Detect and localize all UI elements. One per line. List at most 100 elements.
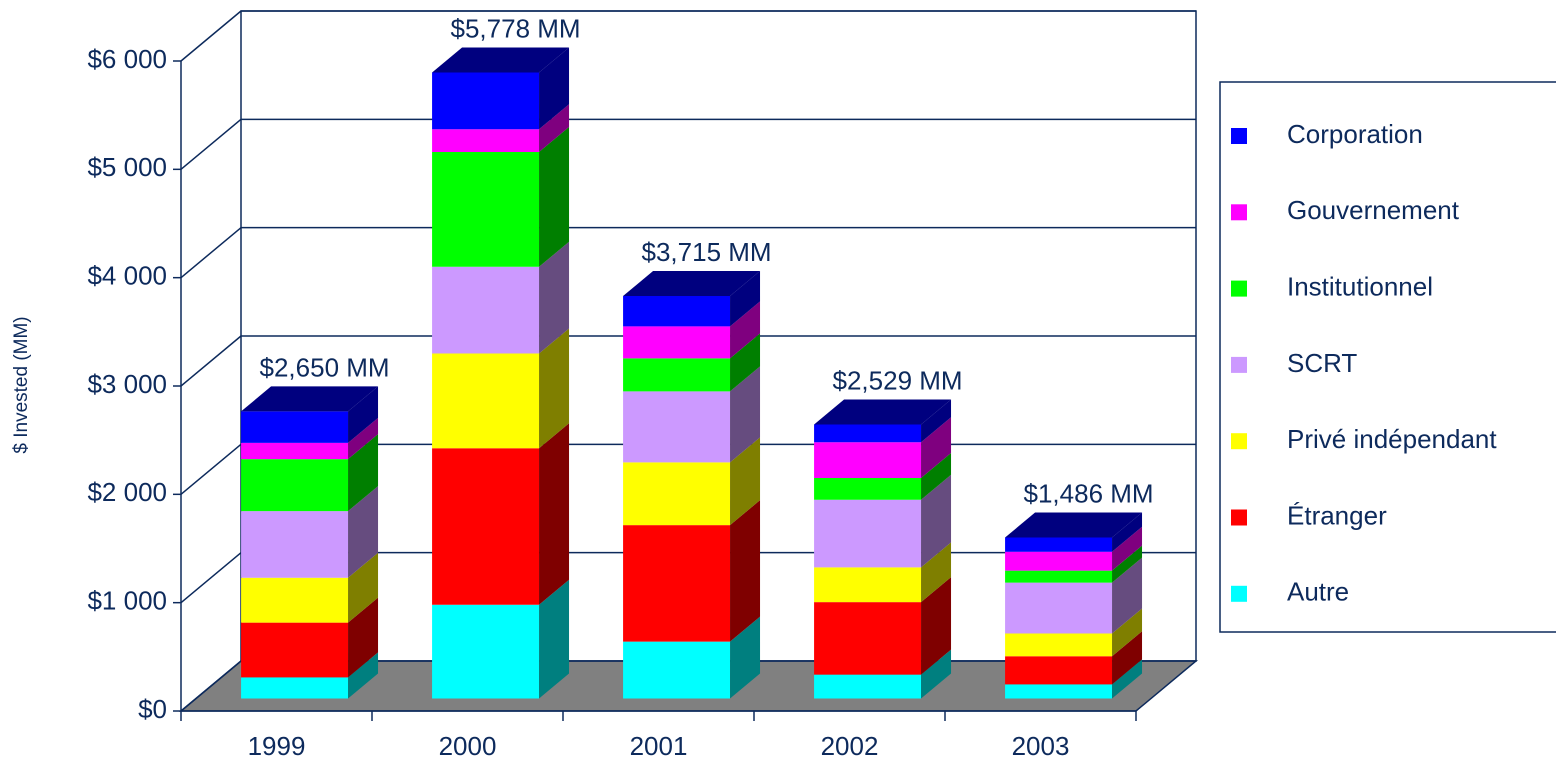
bar-front xyxy=(623,326,731,359)
bar-segment xyxy=(432,47,570,130)
bar-front xyxy=(1005,537,1113,552)
bar-front xyxy=(432,129,540,152)
total-label: $5,778 MM xyxy=(451,13,581,43)
bar-side xyxy=(539,241,570,354)
bar-segment xyxy=(814,577,952,675)
bar-side xyxy=(539,104,570,152)
bar-front xyxy=(623,358,731,392)
bar-side xyxy=(1112,557,1143,634)
total-label: $2,650 MM xyxy=(260,352,390,382)
bar-segment xyxy=(432,104,570,152)
bar-front xyxy=(241,677,349,699)
bar-front xyxy=(432,604,540,699)
bar-front xyxy=(241,411,349,443)
bar-side xyxy=(348,552,379,623)
legend-label: Étranger xyxy=(1287,500,1387,530)
legend-swatch xyxy=(1231,204,1247,221)
bar-side xyxy=(1112,631,1143,685)
bar-front xyxy=(1005,684,1113,699)
bar-front xyxy=(623,296,731,327)
bar-side xyxy=(921,453,952,500)
bar-segment xyxy=(814,453,952,500)
bar-front xyxy=(623,391,731,463)
bar-segment xyxy=(623,333,761,392)
bar-front xyxy=(814,567,922,603)
legend-swatch xyxy=(1231,433,1247,450)
grid-line xyxy=(180,335,242,387)
bar-segment xyxy=(623,500,761,642)
bar-top xyxy=(814,399,952,425)
bar-side xyxy=(539,423,570,605)
bar-front xyxy=(432,353,540,449)
bar-segment xyxy=(623,301,761,359)
y-tick-label: $5 000 xyxy=(87,152,167,182)
bar-segment xyxy=(1005,526,1143,571)
bar-side xyxy=(921,649,952,699)
y-tick-label: $3 000 xyxy=(87,369,167,399)
bar-front xyxy=(814,499,922,568)
bar-side xyxy=(730,271,761,327)
bar-side xyxy=(730,500,761,642)
legend-box xyxy=(1219,81,1556,633)
legend-swatch xyxy=(1231,280,1247,297)
bar-front xyxy=(432,448,540,605)
bar-segment xyxy=(814,542,952,603)
bar-segment xyxy=(241,652,379,699)
bar-side xyxy=(730,301,761,359)
bar-side xyxy=(921,577,952,675)
bar-segment xyxy=(1005,512,1143,552)
bar-front xyxy=(241,622,349,678)
bar-front xyxy=(814,442,922,479)
bar-segment xyxy=(241,597,379,678)
bar-front xyxy=(814,478,922,500)
legend-label: Institutionnel xyxy=(1287,271,1433,301)
bar-side xyxy=(348,486,379,578)
bar-front xyxy=(623,525,731,642)
bar-front xyxy=(814,424,922,443)
bar-side xyxy=(1112,608,1143,657)
bar-front xyxy=(241,577,349,623)
bar-front xyxy=(1005,633,1113,657)
total-label: $3,715 MM xyxy=(642,237,772,267)
grid-line xyxy=(180,552,242,604)
bar-segment xyxy=(432,126,570,267)
legend-swatch xyxy=(1231,356,1247,373)
total-label: $2,529 MM xyxy=(833,365,963,395)
bar-segment xyxy=(1005,557,1143,634)
bar-front xyxy=(1005,570,1113,583)
bar-segment xyxy=(241,486,379,578)
y-tick-label: $1 000 xyxy=(87,586,167,616)
bar-front xyxy=(241,442,349,460)
x-tick-label: 2003 xyxy=(1012,731,1070,761)
bar-segment xyxy=(432,579,570,699)
x-tick-label: 2000 xyxy=(439,731,497,761)
bar-side xyxy=(730,616,761,699)
y-tick-label: $2 000 xyxy=(87,477,167,507)
bar-top xyxy=(241,386,379,412)
total-label: $1,486 MM xyxy=(1024,478,1154,508)
bar-side xyxy=(730,333,761,392)
y-tick-label: $6 000 xyxy=(87,44,167,74)
bar-top xyxy=(1005,512,1143,538)
bar-front xyxy=(1005,551,1113,571)
legend-label: Autre xyxy=(1287,577,1349,607)
bar-top xyxy=(623,271,761,297)
bar-side xyxy=(348,417,379,460)
bar-side xyxy=(348,652,379,699)
bar-segment xyxy=(432,328,570,449)
legend-swatch xyxy=(1231,128,1247,144)
bar-front xyxy=(623,462,731,526)
grid-line xyxy=(180,227,242,279)
bar-side xyxy=(539,328,570,449)
bar-segment xyxy=(1005,608,1143,657)
bar-front xyxy=(814,674,922,699)
legend-label: Privé indépendant xyxy=(1287,424,1497,454)
x-tick-label: 2002 xyxy=(821,731,879,761)
y-tick-label: $4 000 xyxy=(87,261,167,291)
bar-segment xyxy=(623,616,761,699)
bar-segment xyxy=(241,552,379,623)
bar-segment xyxy=(1005,545,1143,583)
x-tick-label: 2001 xyxy=(630,731,688,761)
bar-front xyxy=(814,602,922,675)
bar-segment xyxy=(814,649,952,699)
